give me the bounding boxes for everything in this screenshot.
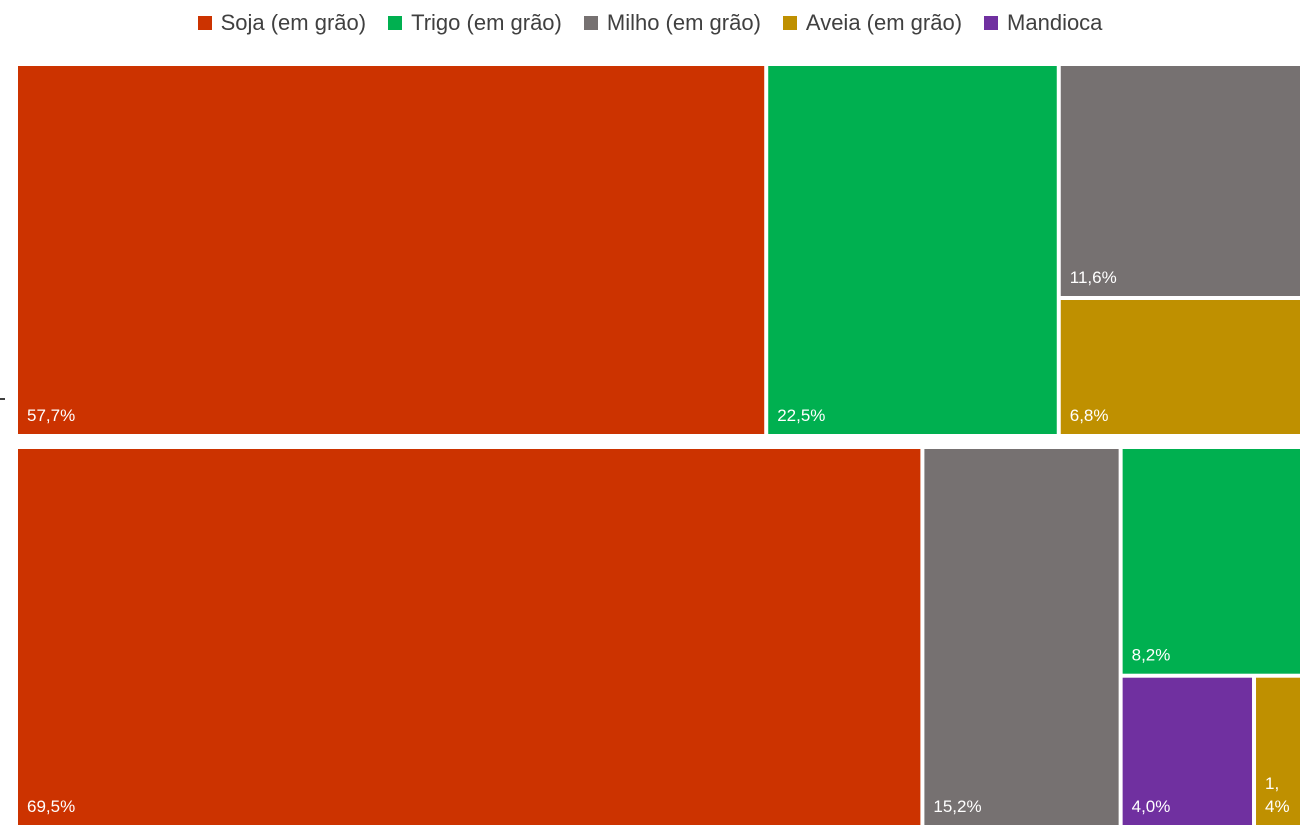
legend-label: Soja (em grão)	[220, 10, 367, 35]
data-label: 15,2%	[933, 797, 981, 816]
data-label: 22,5%	[777, 406, 825, 425]
legend-label: Trigo (em grão)	[411, 10, 562, 35]
treemap-tile-rect	[1122, 677, 1253, 825]
legend-swatch	[782, 16, 797, 30]
data-label: 6,8%	[1070, 406, 1109, 425]
treemap-tile: 1,4%	[1256, 677, 1300, 825]
data-label: 11,6%	[1070, 268, 1117, 287]
data-label: 4%	[1265, 797, 1290, 816]
legend-label: Aveia (em grão)	[805, 10, 963, 35]
legend-item: Mandioca	[984, 10, 1102, 36]
treemap-tile-rect	[1060, 66, 1300, 296]
treemap-tile: 69,5%	[18, 449, 921, 825]
treemap-tile-rect	[1060, 300, 1300, 434]
data-label: 4,0%	[1132, 797, 1171, 816]
data-label: 57,7%	[27, 406, 75, 425]
legend-item: Trigo (em grão)	[388, 10, 562, 36]
chart-legend: Soja (em grão) Trigo (em grão) Milho (em g…	[0, 10, 1300, 36]
legend-label: Mandioca	[1007, 10, 1103, 35]
axis-tick-mark	[0, 398, 5, 400]
legend-item: Milho (em grão)	[583, 10, 761, 36]
legend-item: Soja (em grão)	[197, 10, 367, 36]
legend-swatch	[583, 16, 598, 30]
treemap-tile: 8,2%	[1122, 449, 1300, 674]
legend-swatch	[197, 16, 212, 30]
treemap-tile: 11,6%	[1060, 66, 1300, 296]
legend-item: Aveia (em grão)	[782, 10, 963, 36]
data-label: 1,	[1265, 774, 1279, 793]
treemap-tile-rect	[924, 449, 1119, 825]
treemap-tile-rect	[1256, 677, 1300, 825]
treemap-tile-rect	[18, 449, 921, 825]
treemap-tile: 15,2%	[924, 449, 1119, 825]
treemap-tile-rect	[18, 66, 765, 434]
legend-label: Milho (em grão)	[606, 10, 761, 35]
data-label: 8,2%	[1132, 646, 1171, 665]
data-label: 69,5%	[27, 797, 75, 816]
treemap-tile: 6,8%	[1060, 300, 1300, 434]
legend-swatch	[388, 16, 403, 30]
treemap-tile: 57,7%	[18, 66, 765, 434]
treemap-tile-rect	[1122, 449, 1300, 674]
treemap-tile-rect	[768, 66, 1057, 434]
treemap-tile: 22,5%	[768, 66, 1057, 434]
legend-swatch	[984, 16, 999, 30]
treemap-tile: 4,0%	[1122, 677, 1253, 825]
